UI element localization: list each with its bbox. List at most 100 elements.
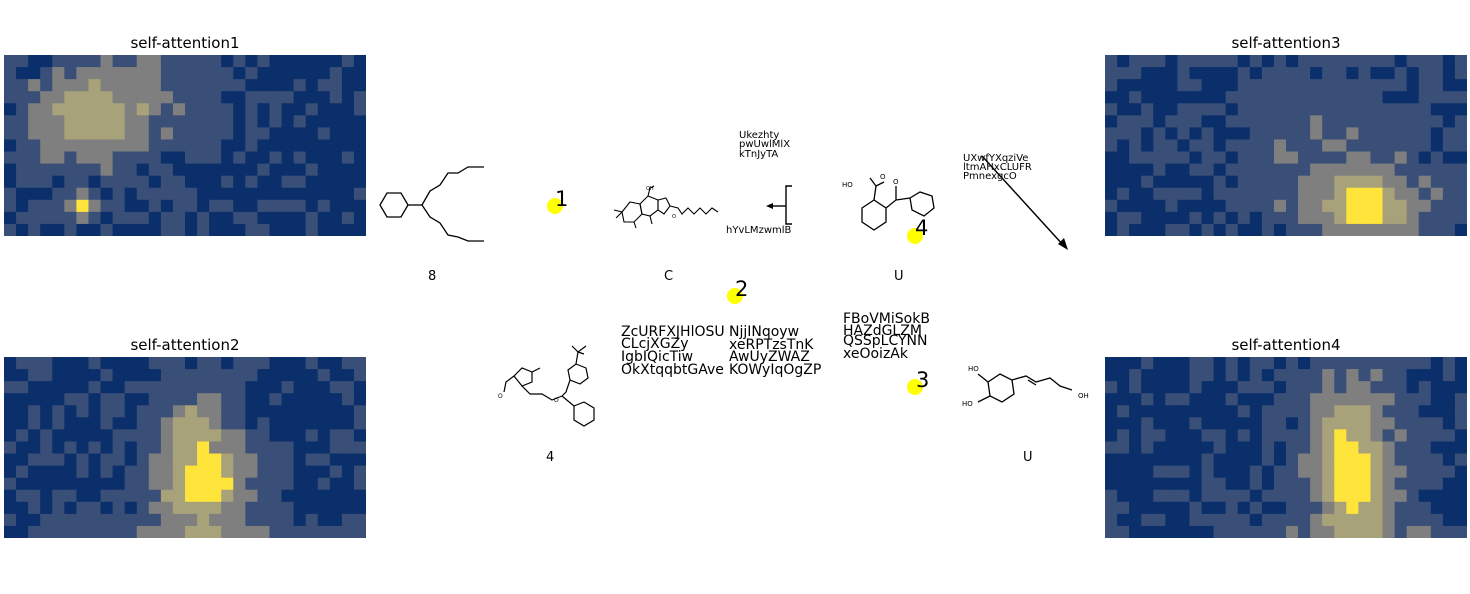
heatmap-cell	[1105, 513, 1118, 527]
heatmap-cell	[1442, 525, 1456, 538]
heatmap-cell	[1273, 417, 1287, 430]
heatmap-cell	[269, 211, 283, 225]
heatmap-cell	[1249, 199, 1263, 213]
heatmap-cell	[209, 223, 222, 236]
heatmap-cell	[245, 369, 258, 382]
heatmap-cell	[1237, 357, 1251, 370]
heatmap-cell	[1189, 525, 1203, 538]
heatmap-cell	[1286, 477, 1299, 491]
heatmap-cell	[305, 127, 319, 141]
heatmap-cell	[28, 91, 41, 104]
heatmap-cell	[341, 525, 355, 538]
heatmap-cell	[124, 393, 138, 406]
heatmap-cell	[221, 489, 234, 503]
heatmap-cell	[197, 139, 210, 153]
heatmap-cell	[1117, 381, 1130, 394]
heatmap-cell	[64, 175, 77, 189]
heatmap-cell	[233, 525, 246, 538]
heatmap-cell	[1249, 175, 1263, 189]
heatmap-cell	[1370, 369, 1384, 382]
heatmap-cell	[52, 151, 65, 165]
heatmap-cell	[1310, 67, 1323, 80]
heatmap-cell	[52, 381, 65, 394]
heatmap-cell	[1225, 79, 1239, 92]
heatmap-cell	[136, 103, 150, 116]
heatmap-cell	[197, 163, 210, 177]
heatmap-cell	[52, 501, 65, 515]
heatmap-cell	[197, 453, 210, 467]
heatmap-cell	[1394, 489, 1408, 503]
heatmap-cell	[64, 67, 77, 80]
heatmap-cell	[124, 465, 138, 479]
heatmap-cell	[1213, 151, 1227, 165]
heatmap-cell	[16, 151, 29, 165]
heatmap-cell	[1442, 211, 1456, 225]
heatmap-cell	[185, 441, 198, 455]
heatmap-cell	[76, 115, 90, 128]
heatmap-cell	[1310, 489, 1323, 503]
heatmap-cell	[4, 175, 17, 189]
heatmap-cell	[172, 175, 186, 189]
heatmap-cell	[1298, 211, 1311, 225]
heatmap-cell	[185, 91, 198, 104]
heatmap-cell	[317, 489, 331, 503]
heatmap-cell	[1129, 465, 1142, 479]
heatmap-cell	[1201, 477, 1215, 491]
text-block-top-mid-1: Ukezhty	[739, 130, 780, 141]
heatmap-cell	[233, 477, 246, 491]
heatmap-cell	[1418, 429, 1432, 443]
heatmap-cell	[136, 55, 150, 68]
heatmap-cell	[1177, 175, 1191, 189]
heatmap-cell	[1322, 199, 1335, 213]
heatmap-cell	[257, 223, 271, 236]
heatmap-cell	[1165, 393, 1178, 406]
heatmap-cell	[124, 55, 138, 68]
heatmap-cell	[52, 453, 65, 467]
heatmap-cell	[245, 151, 258, 165]
heatmap-cell	[28, 465, 41, 479]
heatmap-cell	[1153, 381, 1166, 394]
heatmap-cell	[1273, 199, 1287, 213]
heatmap-cell	[329, 175, 343, 189]
heatmap-cell	[160, 513, 174, 527]
heatmap-cell	[1454, 405, 1467, 418]
heatmap-cell	[1370, 465, 1384, 479]
heatmap-cell	[1298, 429, 1311, 443]
heatmap-cell	[76, 175, 90, 189]
heatmap-cell	[112, 79, 126, 92]
heatmap-cell	[353, 175, 366, 189]
heatmap-cell	[1261, 103, 1275, 116]
heatmap-cell	[1249, 187, 1263, 201]
heatmap-cell	[16, 477, 29, 491]
heatmap-cell	[245, 417, 258, 430]
heatmap-cell	[281, 441, 295, 455]
heatmap-cell	[112, 67, 126, 80]
heatmap-cell	[1382, 187, 1396, 201]
heatmap-cell	[1153, 453, 1166, 467]
heatmap-cell	[136, 199, 150, 213]
heatmap-cell	[1165, 127, 1178, 141]
heatmap-cell	[1189, 211, 1203, 225]
heatmap-cell	[317, 103, 331, 116]
heatmap-cell	[1454, 453, 1467, 467]
heatmap-cell	[1442, 91, 1456, 104]
heatmap-cell	[64, 489, 77, 503]
heatmap-cell	[353, 477, 366, 491]
heatmap-cell	[16, 139, 29, 153]
heatmap-cell	[1165, 211, 1178, 225]
heatmap-cell	[172, 91, 186, 104]
heatmap-cell	[1117, 453, 1130, 467]
heatmap-cell	[160, 465, 174, 479]
heatmap-cell	[317, 139, 331, 153]
heatmap-cell	[100, 139, 114, 153]
heatmap-cell	[233, 453, 246, 467]
heatmap-cell	[1370, 127, 1384, 141]
heatmap-cell	[257, 405, 271, 418]
heatmap-cell	[197, 405, 210, 418]
heatmap-cell	[172, 477, 186, 491]
heatmap-cell	[124, 357, 138, 370]
heatmap-cell	[1117, 163, 1130, 177]
heatmap-cell	[185, 501, 198, 515]
heatmap-cell	[52, 405, 65, 418]
heatmap-cell	[269, 405, 283, 418]
